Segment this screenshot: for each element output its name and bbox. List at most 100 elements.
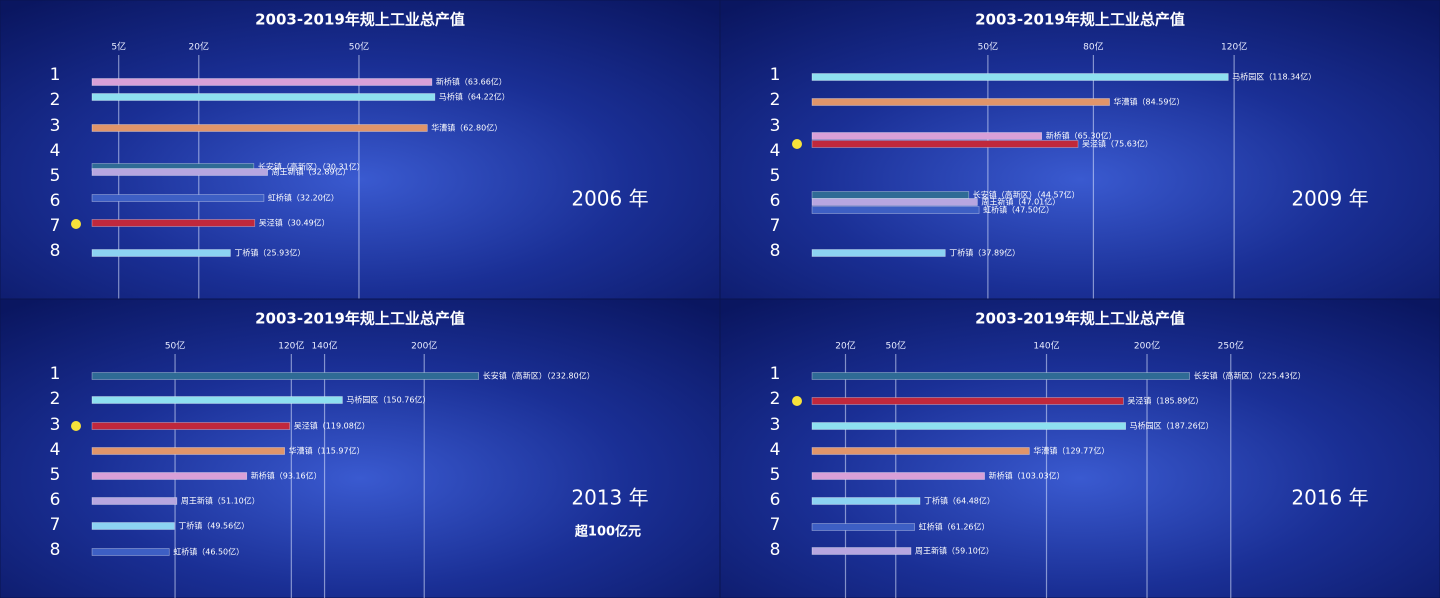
bar <box>811 372 1190 380</box>
bar <box>91 447 285 455</box>
year-label: 2006 年 <box>571 187 648 211</box>
x-tick-label: 200亿 <box>1134 340 1160 352</box>
bar-value-label: 虹桥镇（32.20亿） <box>268 193 339 203</box>
rank-label: 2 <box>50 389 61 409</box>
rank-label: 1 <box>770 65 781 85</box>
bar <box>811 447 1030 455</box>
bar-value-label: 周王新镇（59.10亿） <box>915 546 994 556</box>
bar <box>91 78 433 86</box>
bar <box>811 191 970 199</box>
bar-value-label: 长安镇（高新区）（225.43亿） <box>1194 371 1306 381</box>
highlight-dot <box>71 219 81 229</box>
x-tick-label: 120亿 <box>1221 41 1247 53</box>
x-tick-label: 50亿 <box>165 340 185 352</box>
chart-title: 2003-2019年规上工业总产值 <box>255 11 465 29</box>
bar <box>811 523 915 531</box>
bar-value-label: 马桥园区（118.34亿） <box>1232 72 1316 82</box>
bar <box>91 497 178 505</box>
bar-value-label: 丁桥镇（64.48亿） <box>924 496 995 506</box>
rank-label: 5 <box>50 166 61 186</box>
bar-value-label: 周王新镇（47.01亿） <box>981 197 1060 207</box>
x-tick-label: 120亿 <box>278 340 304 352</box>
chart-title: 2003-2019年规上工业总产值 <box>255 310 465 328</box>
rank-label: 3 <box>770 415 781 435</box>
rank-label: 8 <box>50 241 61 261</box>
bar-value-label: 马桥园区（187.26亿） <box>1130 421 1214 431</box>
chart-panel: 2003-2019年规上工业总产值 5亿 20亿 50亿 1 2 3 4 5 6 7 8 新桥镇（63.… <box>0 0 721 300</box>
highlight-dot <box>792 396 802 406</box>
rank-label: 4 <box>770 141 781 161</box>
bar-value-label: 华漕镇（62.80亿） <box>431 123 502 133</box>
bar-value-label: 长安镇（高新区）（30.31亿） <box>258 162 365 172</box>
bar-value-label: 吴泾镇（119.08亿） <box>294 421 370 431</box>
bar <box>91 396 343 404</box>
bar <box>811 422 1126 430</box>
annotation: 超100亿元 <box>575 524 641 540</box>
year-label: 2016 年 <box>1291 486 1368 510</box>
rank-label: 5 <box>50 465 61 485</box>
rank-label: 5 <box>770 166 781 186</box>
bar <box>91 372 480 380</box>
rank-label: 2 <box>50 90 61 110</box>
rank-label: 6 <box>770 490 781 510</box>
bar <box>811 98 1110 106</box>
chart-panel: 2003-2019年规上工业总产值 50亿 120亿 140亿 200亿 1 2 3 4 5 6 7 8… <box>0 298 721 598</box>
rank-label: 3 <box>770 116 781 136</box>
bar-value-label: 周王新镇（51.10亿） <box>181 496 260 506</box>
x-tick-label: 200亿 <box>411 340 437 352</box>
bar-value-label: 马桥园区（150.76亿） <box>346 395 430 405</box>
year-label: 2009 年 <box>1291 187 1368 211</box>
bar-value-label: 马桥镇（64.22亿） <box>439 92 510 102</box>
bar <box>811 472 985 480</box>
bar <box>811 73 1229 81</box>
rank-label: 1 <box>50 65 61 85</box>
rank-label: 7 <box>770 216 781 236</box>
x-tick-label: 20亿 <box>835 340 855 352</box>
x-tick-label: 50亿 <box>978 41 998 53</box>
rank-label: 1 <box>770 364 781 384</box>
bar-value-label: 虹桥镇（61.26亿） <box>919 522 990 532</box>
rank-label: 7 <box>770 515 781 535</box>
rank-label: 4 <box>50 440 61 460</box>
bar <box>91 168 268 176</box>
bar-value-label: 新桥镇（93.16亿） <box>251 471 322 481</box>
rank-label: 1 <box>50 364 61 384</box>
x-tick-label: 140亿 <box>1033 340 1059 352</box>
bar <box>811 497 921 505</box>
x-tick-label: 50亿 <box>886 340 906 352</box>
chart-title: 2003-2019年规上工业总产值 <box>975 11 1185 29</box>
rank-label: 7 <box>50 216 61 236</box>
bar-value-label: 丁桥镇（37.89亿） <box>949 248 1020 258</box>
bar-value-label: 长安镇（高新区）（232.80亿） <box>483 371 595 381</box>
bar <box>811 547 912 555</box>
bar-value-label: 新桥镇（65.30亿） <box>1046 131 1117 141</box>
bar <box>91 548 170 556</box>
bar <box>811 249 946 257</box>
bar <box>811 198 978 206</box>
bar-value-label: 华漕镇（129.77亿） <box>1033 446 1109 456</box>
bar-value-label: 丁桥镇（49.56亿） <box>178 521 249 531</box>
bar <box>811 206 980 214</box>
x-tick-label: 5亿 <box>111 41 126 53</box>
bar-value-label: 吴泾镇（30.49亿） <box>259 218 330 228</box>
x-tick-label: 80亿 <box>1083 41 1103 53</box>
bar <box>811 132 1043 140</box>
rank-label: 2 <box>770 389 781 409</box>
rank-label: 2 <box>770 90 781 110</box>
bar <box>91 522 175 530</box>
x-tick-label: 140亿 <box>311 340 337 352</box>
chart-panel: 2003-2019年规上工业总产值 50亿 80亿 120亿 1 2 3 4 5 6 7 8 马桥园区（… <box>719 0 1440 300</box>
bar-value-label: 华漕镇（84.59亿） <box>1114 97 1185 107</box>
panel-background <box>719 0 1440 300</box>
highlight-dot <box>71 421 81 431</box>
bar <box>91 194 265 202</box>
rank-label: 4 <box>50 141 61 161</box>
rank-label: 3 <box>50 415 61 435</box>
bar-value-label: 虹桥镇（47.50亿） <box>983 205 1054 215</box>
bar-value-label: 丁桥镇（25.93亿） <box>234 248 305 258</box>
bar-value-label: 长安镇（高新区）（44.57亿） <box>973 190 1080 200</box>
bar-value-label: 吴泾镇（185.89亿） <box>1127 396 1203 406</box>
bar <box>91 249 231 257</box>
bar-value-label: 华漕镇（115.97亿） <box>289 446 365 456</box>
panel-background <box>0 0 721 300</box>
